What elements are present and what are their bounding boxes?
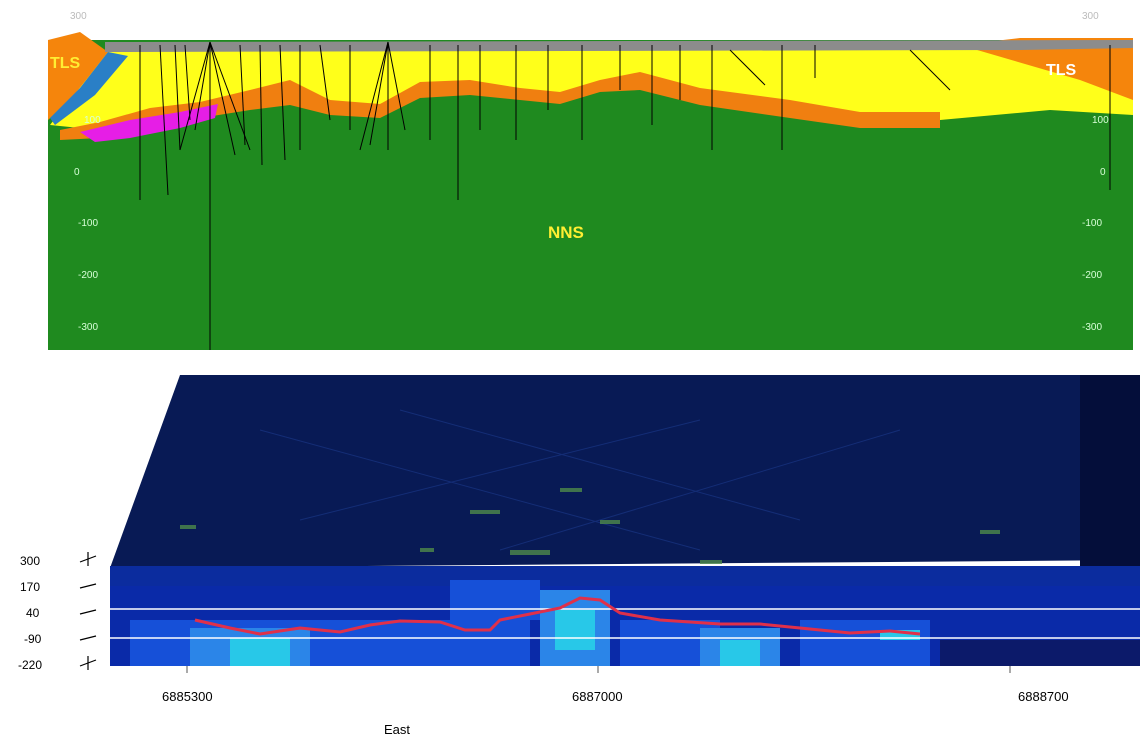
surface-cover [105, 40, 1133, 52]
inversion-depth-tick-label: -90 [24, 632, 42, 646]
cross-section-svg: 300 100 0 -100 -200 -300 300 100 0 -100 … [0, 0, 1144, 352]
blue-wedge [50, 52, 128, 125]
front-face-anomalies [110, 566, 1140, 666]
right-depth-tick-label: 100 [1092, 115, 1109, 126]
contact-band [60, 72, 940, 140]
inversion-depth-tick-label: 40 [26, 606, 40, 620]
left-depth-tick-label: 0 [74, 167, 80, 178]
right-depth-axis: 300 100 0 -100 -200 -300 [1082, 11, 1109, 333]
inversion-section: 300 170 40 -90 -220 6885300 6887000 6888… [0, 370, 1144, 738]
right-depth-tick-label: -200 [1082, 270, 1102, 281]
inversion-depth-tick-label: 300 [20, 554, 40, 568]
left-depth-tick-label: 100 [84, 115, 101, 126]
east-tick-label: 6888700 [1018, 689, 1069, 704]
right-depth-tick-label: 0 [1100, 167, 1106, 178]
east-axis-label: East [384, 722, 410, 737]
right-tls-label: TLS [1046, 62, 1077, 79]
volume-side-face [1080, 375, 1140, 610]
top-face-speckles [180, 488, 1000, 564]
red-profile-line [194, 596, 921, 636]
east-tick-marks [186, 666, 1011, 673]
drill-holes [139, 41, 1111, 350]
right-depth-tick-label: -300 [1082, 322, 1102, 333]
left-depth-tick-label: -200 [78, 270, 98, 281]
inversion-depth-tick-marks [79, 552, 97, 670]
east-tick-label: 6885300 [162, 689, 213, 704]
right-tls-unit [960, 38, 1133, 100]
left-depth-axis: 300 100 0 -100 -200 -300 [70, 11, 101, 333]
east-axis: 6885300 6887000 6888700 East [162, 689, 1069, 737]
inversion-depth-tick-label: 170 [20, 580, 40, 594]
geological-cross-section: 300 100 0 -100 -200 -300 300 100 0 -100 … [0, 0, 1144, 352]
inversion-svg: 300 170 40 -90 -220 6885300 6887000 6888… [18, 375, 1140, 737]
top-face-texture [259, 409, 901, 551]
left-depth-tick-label: -100 [78, 218, 98, 229]
nns-label: NNS [548, 223, 584, 242]
east-tick-label: 6887000 [572, 689, 623, 704]
left-depth-tick-label: -300 [78, 322, 98, 333]
left-depth-tick-label: 300 [70, 11, 87, 22]
magenta-lens [80, 104, 218, 142]
right-depth-tick-label: 300 [1082, 11, 1099, 22]
left-tls-label: TLS [50, 55, 81, 72]
right-depth-tick-label: -100 [1082, 218, 1102, 229]
inversion-depth-tick-label: -220 [18, 658, 42, 672]
inversion-depth-axis: 300 170 40 -90 -220 [18, 554, 42, 672]
left-tls-unit [48, 32, 108, 120]
